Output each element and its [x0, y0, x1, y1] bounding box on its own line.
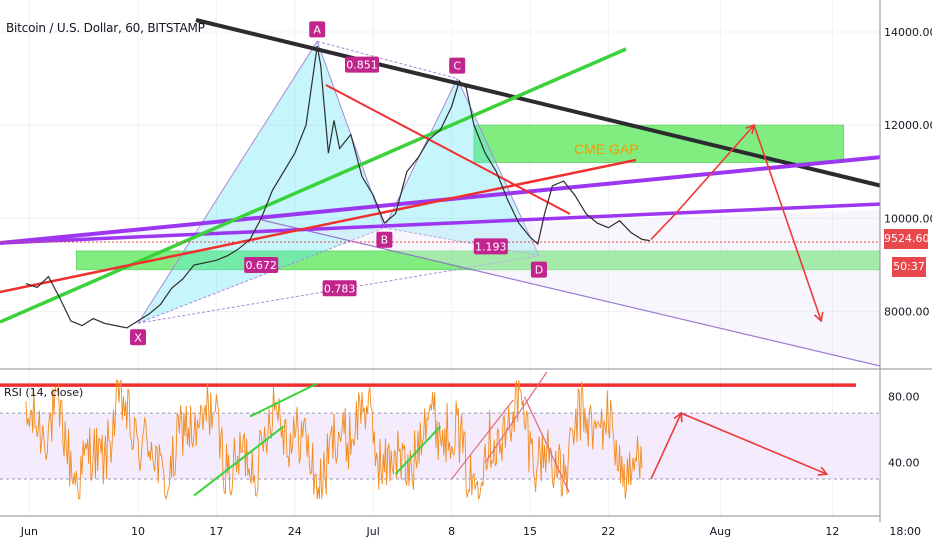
- time-tick-label: 15: [523, 525, 537, 538]
- lower-triangle-drawing: [0, 210, 881, 367]
- time-tick-label: 22: [601, 525, 615, 538]
- pattern-point-x-bg: [130, 329, 146, 346]
- rsi-green-trendline: [249, 382, 318, 418]
- price-line: [25, 45, 650, 329]
- pattern-ratio-label-bg: [322, 280, 357, 297]
- time-tick-label: 24: [288, 525, 302, 538]
- price-series: [25, 45, 650, 329]
- pattern-ratio-label: 0.672: [245, 259, 277, 272]
- harmonic-edge-xd: [137, 255, 540, 324]
- symbol-title: Bitcoin / U.S. Dollar, 60, BITSTAMP: [6, 21, 205, 35]
- price-projection: [650, 123, 824, 323]
- pattern-ratio-label: 0.783: [324, 282, 356, 295]
- pattern-point-c: C: [453, 60, 461, 73]
- pattern-ratio-label-bg: [473, 238, 508, 255]
- projection-arrow-up: [745, 123, 756, 135]
- rsi-tick-label: 80.00: [888, 391, 920, 404]
- harmonic-edge-ac: [317, 40, 458, 80]
- rsi-green-trendline: [394, 425, 442, 475]
- harmonic-edge-bd: [384, 227, 540, 257]
- time-tick-label: 8: [448, 525, 455, 538]
- projection-path: [650, 123, 822, 322]
- rsi-wedge-line: [451, 399, 514, 480]
- red-trend-line: [0, 158, 637, 294]
- rsi-label: RSI (14, close): [4, 386, 84, 399]
- harmonic-bcd-fill: [384, 78, 539, 256]
- green-trend-line: [0, 47, 627, 324]
- rsi-arrow-down: [817, 466, 829, 476]
- harmonic-pattern: [137, 40, 540, 324]
- pattern-ratio-label-bg: [345, 56, 379, 73]
- triangle-lower-line: [261, 219, 881, 367]
- rsi-tick-label: 40.00: [888, 457, 920, 470]
- price-tick-label: 12000.00: [884, 119, 932, 132]
- time-tick-label: Jun: [20, 525, 38, 538]
- price-tick-label: 8000.00: [884, 306, 930, 319]
- harmonic-edge-xa: [137, 41, 318, 324]
- pattern-point-x: X: [134, 331, 142, 344]
- projection-arrow-down: [814, 311, 824, 323]
- time-tick-label: 10: [131, 525, 145, 538]
- cme-gap-label: CME GAP: [574, 141, 639, 157]
- rsi-arrow-up: [673, 411, 683, 423]
- cme-gap-zone: [75, 250, 932, 271]
- pattern-ratio-label: 1.193: [475, 240, 507, 253]
- pattern-point-d: D: [535, 264, 543, 277]
- rsi-band: [0, 413, 880, 480]
- current-price-tag: 9524.60: [884, 229, 930, 249]
- pattern-point-a-bg: [309, 21, 326, 38]
- pattern-point-a: A: [313, 23, 321, 36]
- resistance-line: [195, 18, 883, 188]
- pattern-ratio-label: 0.851: [346, 59, 378, 72]
- rsi-green-trendline: [193, 425, 285, 497]
- rsi-line: [25, 378, 643, 501]
- time-tick-label: 18:00: [889, 525, 921, 538]
- red-short-line: [325, 84, 571, 215]
- time-tick-label: 12: [825, 525, 839, 538]
- pattern-point-b: B: [381, 234, 389, 247]
- pattern-ratio-label-bg: [244, 257, 279, 273]
- triangle-fill: [0, 210, 880, 366]
- time-tick-label: Aug: [710, 525, 731, 538]
- time-tick-label: 17: [209, 525, 223, 538]
- bar-countdown-tag: 50:37: [892, 257, 926, 277]
- rsi-wedge-line: [523, 396, 570, 493]
- harmonic-labels: X A B C D 0.851 1.193 0.672 0.783: [130, 21, 547, 346]
- price-tick-label: 14000.00: [884, 26, 932, 39]
- price-tick-label: 10000.00: [884, 212, 932, 225]
- time-tick-label: Jul: [366, 525, 380, 538]
- purple-trend-line-lower: [0, 202, 883, 245]
- pattern-point-d-bg: [530, 261, 547, 278]
- rsi-pane: 80.00 40.00: [0, 371, 920, 501]
- harmonic-edge-xb: [137, 227, 385, 324]
- rsi-wedge-line: [484, 371, 548, 463]
- harmonic-xab-fill: [138, 41, 385, 324]
- time-axis[interactable]: Jun 10 17 24 Jul 8 15 22 Aug 12 18:00: [0, 515, 921, 538]
- pattern-point-c-bg: [449, 57, 466, 74]
- trend-lines: [0, 18, 883, 324]
- pattern-point-b-bg: [376, 231, 393, 248]
